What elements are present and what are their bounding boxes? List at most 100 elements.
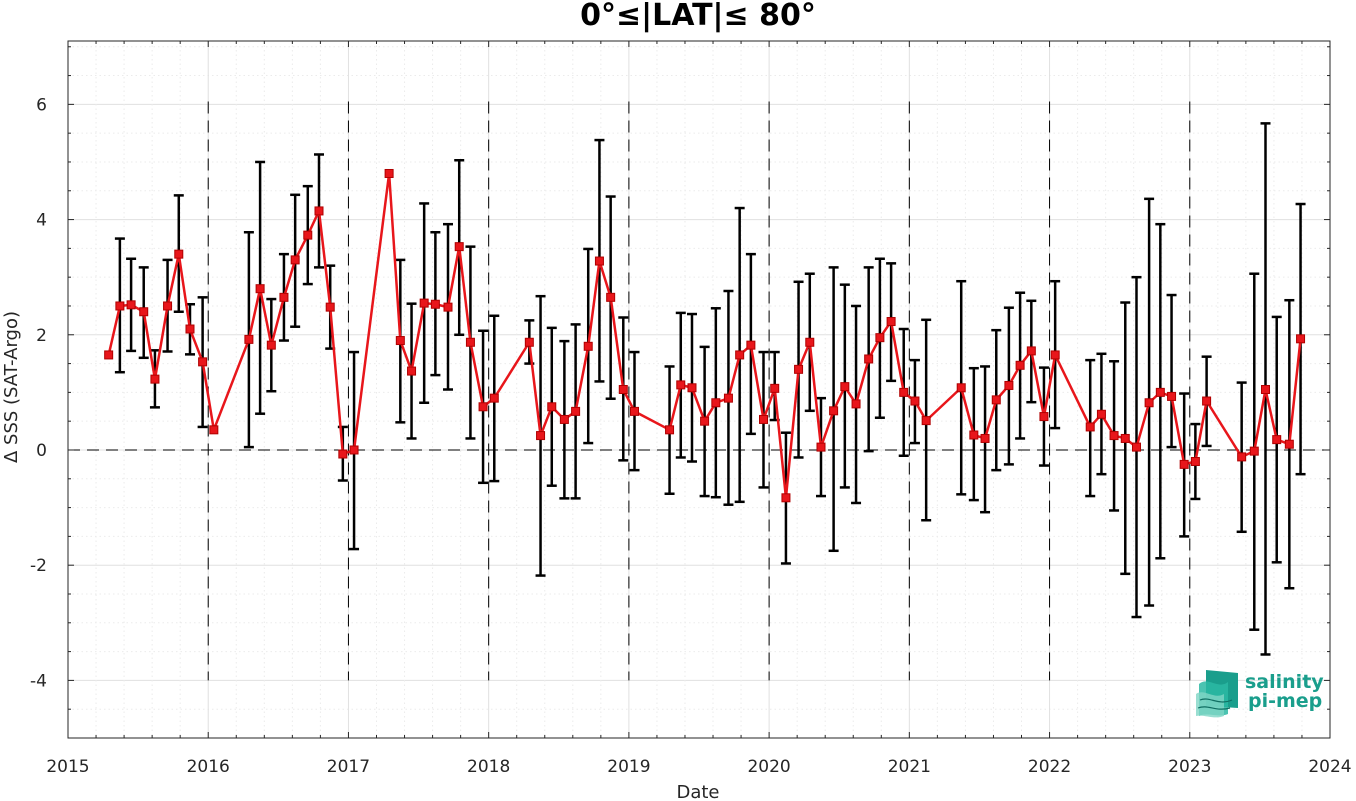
y-tick-label: -2 [30, 556, 47, 576]
data-point-marker [454, 242, 464, 252]
data-point-marker [478, 402, 488, 412]
logo-emblem-icon [1196, 670, 1238, 718]
data-point-marker [198, 357, 208, 367]
y-tick-label: 6 [36, 95, 47, 115]
data-point-marker [969, 430, 979, 440]
data-point-marker [1190, 457, 1200, 467]
data-point-marker [618, 385, 628, 394]
logo-text-salinity: salinity [1245, 671, 1324, 693]
data-point-marker [1096, 409, 1106, 419]
logo-text-pi-mep: pi-mep [1248, 690, 1322, 712]
data-point-marker [921, 416, 931, 426]
data-point-marker [875, 333, 885, 343]
x-tick-label: 2017 [327, 757, 370, 777]
data-point-marker [303, 230, 313, 240]
data-point-marker [676, 380, 686, 390]
data-point-marker [1144, 398, 1154, 408]
data-point-marker [781, 493, 791, 503]
data-point-marker [163, 301, 173, 311]
x-tick-label: 2023 [1168, 757, 1211, 777]
data-point-marker [559, 414, 569, 424]
data-point-marker [443, 302, 453, 312]
data-point-marker [1050, 350, 1060, 360]
plot-frame [67, 40, 1331, 739]
data-point-marker [104, 350, 114, 360]
data-point-marker [1004, 380, 1014, 390]
data-point-marker [314, 206, 324, 216]
data-point-marker [524, 337, 534, 347]
data-point-marker [805, 337, 815, 347]
x-tick-label: 2024 [1308, 757, 1351, 777]
data-point-marker [1026, 346, 1036, 356]
data-point-marker [407, 366, 417, 376]
y-tick-labels: -4 -2 0 2 4 6 [30, 95, 47, 691]
data-point-marker [1167, 391, 1177, 401]
data-point-marker [746, 340, 756, 350]
data-point-marker [139, 307, 149, 317]
data-point-marker [1015, 360, 1025, 370]
data-point-marker [665, 425, 675, 435]
data-point-marker [430, 299, 440, 309]
data-point-marker [266, 340, 276, 350]
data-point-marker [1179, 459, 1189, 469]
data-point-marker [816, 442, 826, 452]
x-tick-labels: 2015 2016 2017 2018 2019 2020 2021 2022 2023 2024 [46, 757, 1351, 777]
data-point-marker [1249, 446, 1259, 456]
x-axis-label: Date [676, 782, 719, 801]
data-point-marker [1085, 422, 1095, 432]
data-point-marker [1131, 442, 1141, 452]
data-point-marker [349, 445, 359, 455]
data-point-marker [687, 383, 697, 393]
data-point-marker [606, 292, 616, 302]
data-point-marker [735, 350, 745, 360]
data-point-marker [980, 433, 990, 443]
data-point-marker [174, 249, 184, 259]
data-point-marker [899, 387, 909, 397]
data-point-marker [956, 383, 966, 393]
x-tick-label: 2021 [888, 757, 931, 777]
data-point-marker [185, 324, 195, 334]
data-point-marker [419, 298, 429, 308]
data-series [104, 168, 1306, 503]
data-point-marker [465, 337, 475, 347]
chart-title: 0°≤|LAT|≤ 80° [580, 0, 816, 33]
data-point-marker [991, 395, 1001, 405]
y-tick-label: -4 [30, 671, 47, 691]
data-point-marker [1237, 452, 1247, 462]
data-point-marker [711, 398, 721, 408]
data-point-marker [794, 364, 804, 374]
x-tick-label: 2015 [46, 757, 89, 777]
data-point-marker [1296, 334, 1306, 344]
data-point-marker [1272, 435, 1282, 445]
data-point-marker [910, 396, 920, 406]
data-point-marker [840, 382, 850, 392]
data-point-marker [489, 393, 499, 403]
data-point-marker [1202, 396, 1212, 406]
data-point-marker [290, 255, 300, 265]
data-point-marker [1120, 433, 1130, 443]
y-tick-label: 2 [36, 326, 47, 346]
data-point-marker [723, 393, 733, 403]
data-point-marker [338, 449, 348, 459]
data-point-marker [594, 256, 604, 266]
error-bar [1166, 293, 1177, 449]
axis-ticks [67, 41, 1331, 739]
x-tick-label: 2019 [607, 757, 650, 777]
data-point-marker [583, 341, 593, 351]
data-point-marker [1260, 385, 1270, 394]
x-tick-label: 2018 [467, 757, 510, 777]
plot-area [67, 40, 1331, 739]
data-point-marker [1155, 387, 1165, 397]
data-point-marker [209, 425, 219, 435]
y-axis-label: Δ SSS (SAT-Argo) [1, 311, 22, 463]
data-point-marker [384, 168, 394, 178]
data-point-marker [851, 399, 861, 409]
salinity-pi-mep-logo: salinity pi-mep [1196, 670, 1324, 718]
y-tick-label: 4 [36, 211, 47, 231]
data-point-marker [1109, 431, 1119, 441]
x-tick-label: 2016 [187, 757, 230, 777]
x-tick-label: 2020 [747, 757, 790, 777]
data-point-marker [325, 302, 335, 312]
data-point-marker [629, 406, 639, 416]
